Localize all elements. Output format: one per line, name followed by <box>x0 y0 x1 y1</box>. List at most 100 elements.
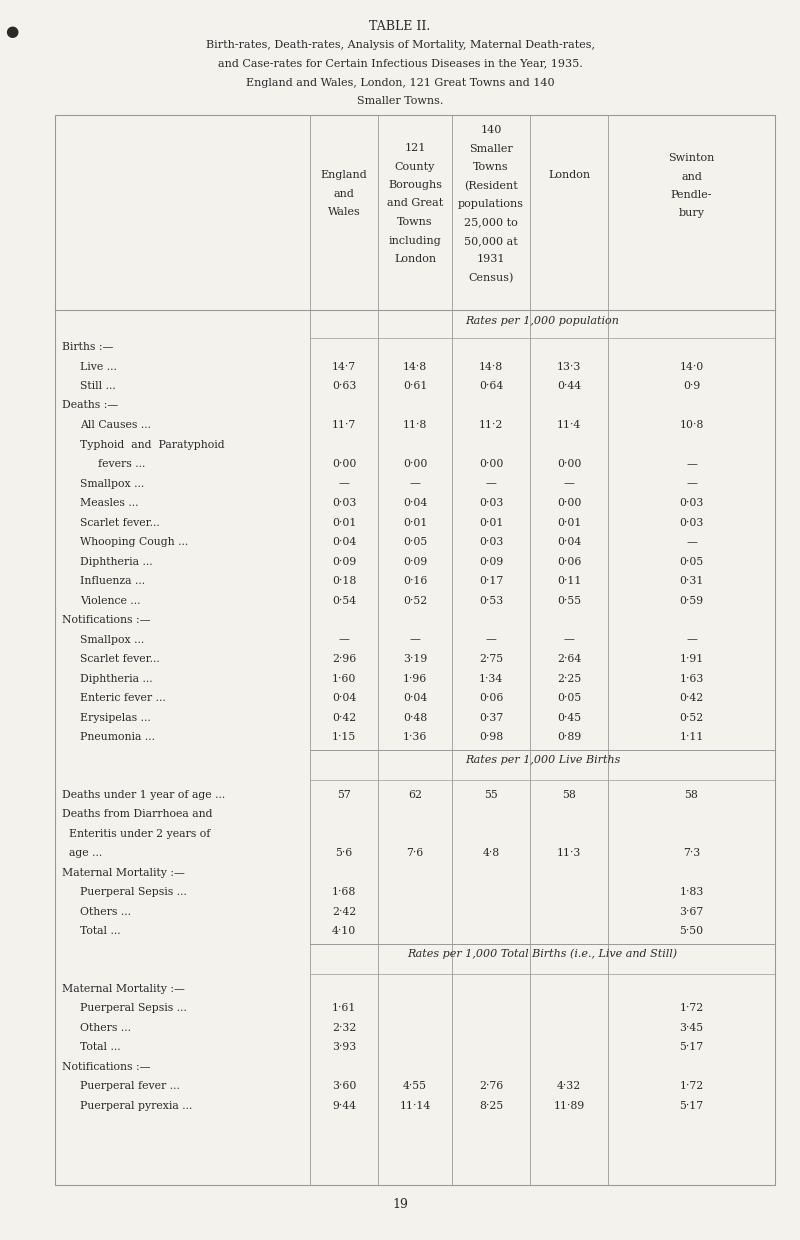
Text: 0·98: 0·98 <box>479 732 503 742</box>
Text: 1·91: 1·91 <box>679 653 704 663</box>
Text: 11·2: 11·2 <box>479 420 503 430</box>
Text: 9·44: 9·44 <box>332 1101 356 1111</box>
Text: populations: populations <box>458 198 524 210</box>
Text: 0·42: 0·42 <box>332 713 356 723</box>
Text: Others ...: Others ... <box>80 1023 131 1033</box>
Text: Rates per 1,000 population: Rates per 1,000 population <box>466 316 619 326</box>
Text: 11·3: 11·3 <box>557 848 581 858</box>
Text: 0·00: 0·00 <box>479 459 503 469</box>
Text: 5·17: 5·17 <box>679 1101 703 1111</box>
Text: —: — <box>563 479 574 489</box>
Text: 0·05: 0·05 <box>679 557 704 567</box>
Text: 0·11: 0·11 <box>557 577 581 587</box>
Text: 140: 140 <box>480 125 502 135</box>
Text: 19: 19 <box>392 1198 408 1211</box>
Text: TABLE II.: TABLE II. <box>370 20 430 33</box>
Text: ●: ● <box>6 25 18 38</box>
Text: —: — <box>338 479 350 489</box>
Text: 1·60: 1·60 <box>332 673 356 683</box>
Text: Boroughs: Boroughs <box>388 180 442 190</box>
Text: Deaths from Diarrhoea and: Deaths from Diarrhoea and <box>62 808 213 818</box>
Text: Notifications :—: Notifications :— <box>62 615 150 625</box>
Text: 0·64: 0·64 <box>479 381 503 391</box>
Text: and: and <box>681 171 702 181</box>
Text: 1·61: 1·61 <box>332 1003 356 1013</box>
Text: Puerperal Sepsis ...: Puerperal Sepsis ... <box>80 887 187 897</box>
Text: Deaths :—: Deaths :— <box>62 401 118 410</box>
Text: Violence ...: Violence ... <box>80 595 141 605</box>
Text: 0·63: 0·63 <box>332 381 356 391</box>
Text: Live ...: Live ... <box>80 362 117 372</box>
Text: 11·4: 11·4 <box>557 420 581 430</box>
Text: 5·6: 5·6 <box>335 848 353 858</box>
Text: 2·96: 2·96 <box>332 653 356 663</box>
Text: and: and <box>334 188 354 198</box>
Text: 0·09: 0·09 <box>332 557 356 567</box>
Text: 0·09: 0·09 <box>479 557 503 567</box>
Text: 0·48: 0·48 <box>403 713 427 723</box>
Text: 25,000 to: 25,000 to <box>464 217 518 227</box>
Text: Swinton: Swinton <box>668 153 714 162</box>
Text: (Resident: (Resident <box>464 181 518 191</box>
Text: 11·89: 11·89 <box>554 1101 585 1111</box>
Text: 58: 58 <box>562 790 576 800</box>
Text: 0·52: 0·52 <box>403 595 427 605</box>
Text: 0·06: 0·06 <box>557 557 581 567</box>
Text: 0·04: 0·04 <box>332 537 356 547</box>
Text: Scarlet fever...: Scarlet fever... <box>80 653 160 663</box>
Text: 5·50: 5·50 <box>679 926 703 936</box>
Text: 2·25: 2·25 <box>557 673 581 683</box>
Text: 0·09: 0·09 <box>403 557 427 567</box>
Text: Smaller: Smaller <box>469 144 513 154</box>
Text: 2·75: 2·75 <box>479 653 503 663</box>
Text: —: — <box>686 635 697 645</box>
Text: 0·44: 0·44 <box>557 381 581 391</box>
Text: bury: bury <box>678 208 705 218</box>
Text: Birth-rates, Death-rates, Analysis of Mortality, Maternal Death-rates,: Birth-rates, Death-rates, Analysis of Mo… <box>206 40 594 50</box>
Text: 0·55: 0·55 <box>557 595 581 605</box>
Text: 11·8: 11·8 <box>403 420 427 430</box>
Text: 0·16: 0·16 <box>403 577 427 587</box>
Text: Enteritis under 2 years of: Enteritis under 2 years of <box>62 828 210 838</box>
Text: 0·03: 0·03 <box>679 498 704 508</box>
Text: 0·00: 0·00 <box>557 498 581 508</box>
Text: —: — <box>410 635 421 645</box>
Text: 0·31: 0·31 <box>679 577 704 587</box>
Text: 1·34: 1·34 <box>479 673 503 683</box>
Text: 0·05: 0·05 <box>403 537 427 547</box>
Text: 0·01: 0·01 <box>332 517 356 527</box>
Text: 4·55: 4·55 <box>403 1081 427 1091</box>
Text: 0·05: 0·05 <box>557 693 581 703</box>
Text: 62: 62 <box>408 790 422 800</box>
Text: 0·42: 0·42 <box>679 693 704 703</box>
Text: Typhoid  and  Paratyphoid: Typhoid and Paratyphoid <box>80 439 225 450</box>
Text: 2·76: 2·76 <box>479 1081 503 1091</box>
Text: 0·00: 0·00 <box>332 459 356 469</box>
Text: 2·64: 2·64 <box>557 653 581 663</box>
Text: 0·04: 0·04 <box>557 537 581 547</box>
Text: 3·67: 3·67 <box>679 906 704 916</box>
Text: 0·53: 0·53 <box>479 595 503 605</box>
Text: 1·63: 1·63 <box>679 673 704 683</box>
Text: Deaths under 1 year of age ...: Deaths under 1 year of age ... <box>62 790 226 800</box>
Text: London: London <box>548 170 590 180</box>
Text: 1·83: 1·83 <box>679 887 704 897</box>
Text: Total ...: Total ... <box>80 926 121 936</box>
Text: Births :—: Births :— <box>62 342 114 352</box>
Text: Maternal Mortality :—: Maternal Mortality :— <box>62 868 185 878</box>
Text: England and Wales, London, 121 Great Towns and 140: England and Wales, London, 121 Great Tow… <box>246 78 554 88</box>
Text: Rates per 1,000 Total Births (i.e., Live and Still): Rates per 1,000 Total Births (i.e., Live… <box>407 949 678 959</box>
Text: —: — <box>686 459 697 469</box>
Text: Measles ...: Measles ... <box>80 498 138 508</box>
Text: 0·59: 0·59 <box>679 595 703 605</box>
Text: Puerperal fever ...: Puerperal fever ... <box>80 1081 180 1091</box>
Text: 3·60: 3·60 <box>332 1081 356 1091</box>
Text: 4·10: 4·10 <box>332 926 356 936</box>
Text: Diphtheria ...: Diphtheria ... <box>80 557 153 567</box>
Text: Still ...: Still ... <box>80 381 116 391</box>
Text: 1·72: 1·72 <box>679 1003 704 1013</box>
Text: 14·7: 14·7 <box>332 362 356 372</box>
Text: 0·04: 0·04 <box>403 693 427 703</box>
Text: County: County <box>395 161 435 171</box>
Text: 0·17: 0·17 <box>479 577 503 587</box>
